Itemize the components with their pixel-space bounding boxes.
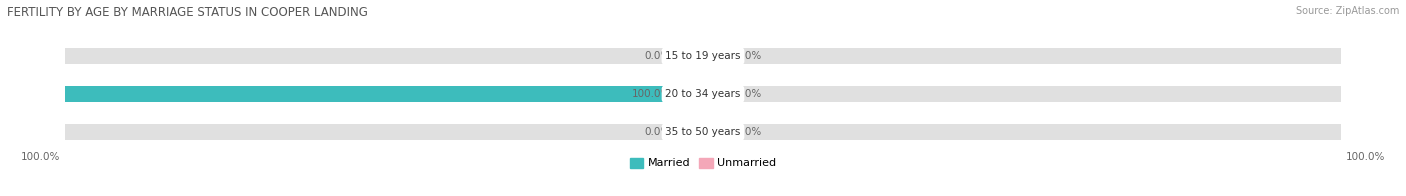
Text: FERTILITY BY AGE BY MARRIAGE STATUS IN COOPER LANDING: FERTILITY BY AGE BY MARRIAGE STATUS IN C…: [7, 6, 368, 19]
Bar: [675, 49, 703, 63]
Bar: [65, 48, 703, 64]
Text: 0.0%: 0.0%: [735, 51, 761, 61]
Text: 100.0%: 100.0%: [21, 152, 60, 162]
Text: 0.0%: 0.0%: [645, 51, 671, 61]
Bar: [65, 124, 703, 140]
Bar: [675, 125, 703, 139]
Legend: Married, Unmarried: Married, Unmarried: [630, 158, 776, 169]
Text: 20 to 34 years: 20 to 34 years: [665, 89, 741, 99]
Bar: [675, 87, 703, 101]
Text: 0.0%: 0.0%: [645, 127, 671, 137]
Bar: [703, 125, 731, 139]
Bar: [65, 86, 703, 102]
Text: 100.0%: 100.0%: [1346, 152, 1385, 162]
Text: 100.0%: 100.0%: [631, 89, 671, 99]
Bar: [703, 49, 731, 63]
Text: 35 to 50 years: 35 to 50 years: [665, 127, 741, 137]
Text: 15 to 19 years: 15 to 19 years: [665, 51, 741, 61]
Bar: [703, 124, 1341, 140]
Bar: [703, 48, 1341, 64]
Bar: [703, 87, 731, 101]
Text: 0.0%: 0.0%: [735, 89, 761, 99]
Text: 0.0%: 0.0%: [735, 127, 761, 137]
Text: Source: ZipAtlas.com: Source: ZipAtlas.com: [1295, 6, 1399, 16]
Bar: [703, 86, 1341, 102]
Bar: [65, 86, 703, 102]
